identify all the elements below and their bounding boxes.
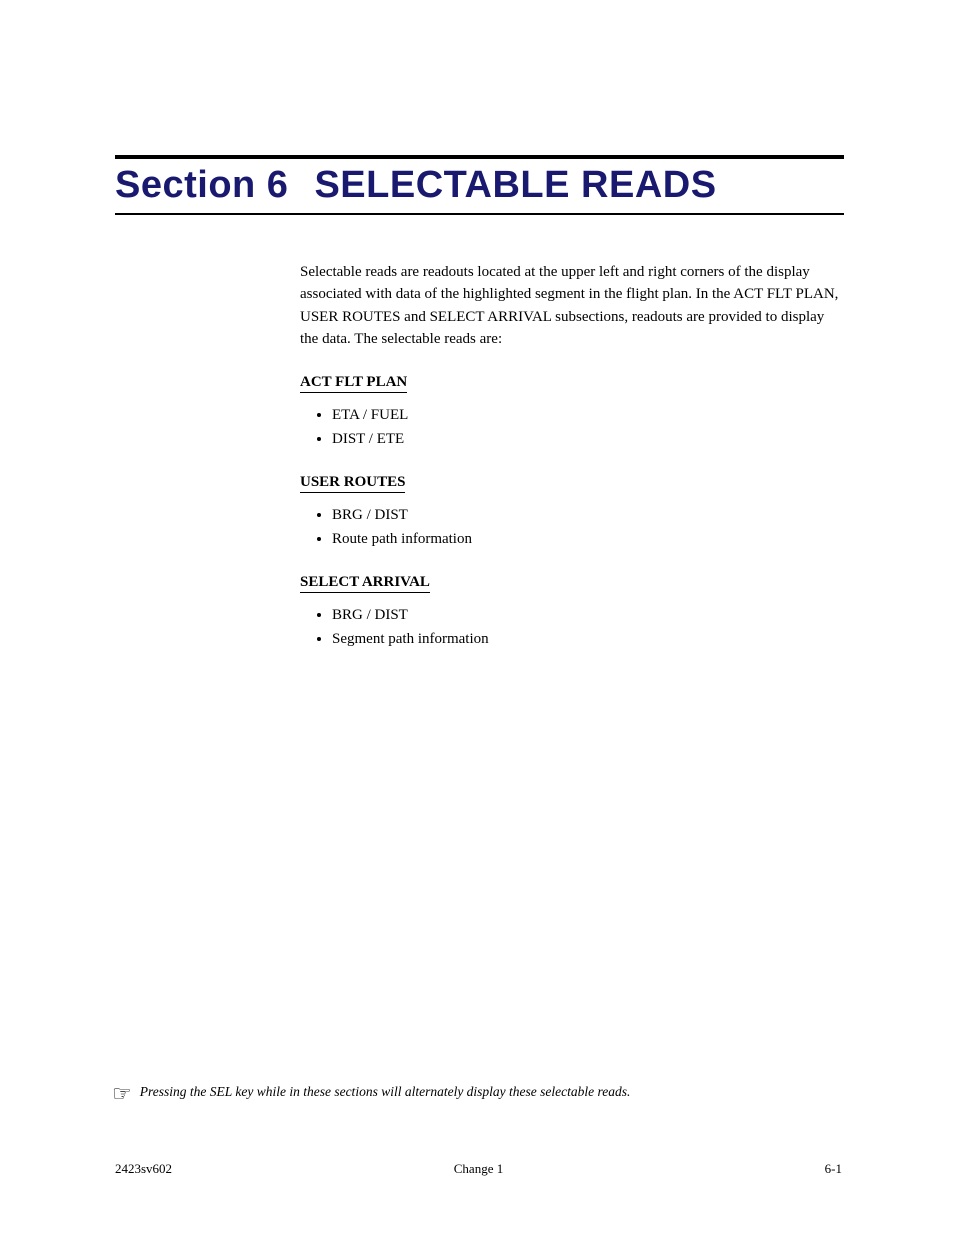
section-heading: Section 6 SELECTABLE READS (115, 165, 844, 207)
group-title: SELECT ARRIVAL (300, 574, 430, 593)
footer-right: 6-1 (662, 1161, 842, 1177)
body: Selectable reads are readouts located at… (300, 261, 844, 651)
list-item: ETA / FUEL (332, 403, 844, 427)
note: ☞ Pressing the SEL key while in these se… (112, 1083, 844, 1105)
group-items: ETA / FUEL DIST / ETE (300, 403, 844, 451)
list-item: Route path information (332, 527, 844, 551)
group-select-arrival: SELECT ARRIVAL BRG / DIST Segment path i… (300, 573, 844, 651)
page: Section 6 SELECTABLE READS Selectable rea… (0, 0, 954, 1235)
footer: 2423sv602 Change 1 6-1 (0, 1161, 954, 1177)
group-title: USER ROUTES (300, 474, 405, 493)
group-act-flt-plan: ACT FLT PLAN ETA / FUEL DIST / ETE (300, 373, 844, 451)
rule-bottom (115, 213, 844, 215)
footer-center: Change 1 (295, 1161, 662, 1177)
section-title: SELECTABLE READS (314, 164, 716, 206)
intro-paragraph: Selectable reads are readouts located at… (300, 261, 844, 351)
group-user-routes: USER ROUTES BRG / DIST Route path inform… (300, 473, 844, 551)
group-items: BRG / DIST Segment path information (300, 603, 844, 651)
section-label: Section 6 (115, 164, 288, 206)
group-title: ACT FLT PLAN (300, 374, 407, 393)
group-items: BRG / DIST Route path information (300, 503, 844, 551)
rule-top (115, 155, 844, 159)
list-item: BRG / DIST (332, 503, 844, 527)
list-item: BRG / DIST (332, 603, 844, 627)
list-item: Segment path information (332, 627, 844, 651)
footer-left: 2423sv602 (115, 1161, 295, 1177)
note-text: Pressing the SEL key while in these sect… (140, 1083, 631, 1102)
pointing-hand-icon: ☞ (112, 1083, 132, 1105)
list-item: DIST / ETE (332, 427, 844, 451)
